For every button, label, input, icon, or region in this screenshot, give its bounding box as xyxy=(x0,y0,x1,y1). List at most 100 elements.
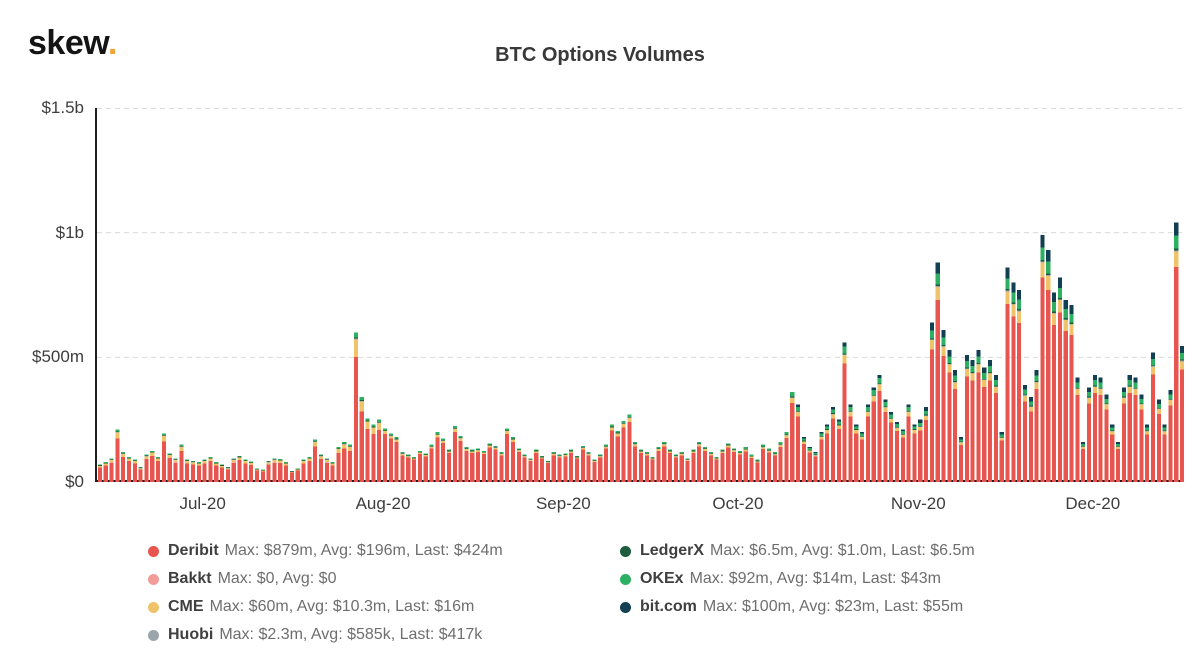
bar[interactable] xyxy=(1145,424,1150,482)
bar[interactable] xyxy=(109,458,114,482)
bar[interactable] xyxy=(685,458,690,482)
legend-item-huobi[interactable]: Huobi Max: $2.3m, Avg: $585k, Last: $417k xyxy=(148,621,620,649)
bar[interactable] xyxy=(301,459,306,482)
bar[interactable] xyxy=(225,467,230,482)
bar[interactable] xyxy=(353,332,358,482)
bar[interactable] xyxy=(697,442,702,482)
bar[interactable] xyxy=(621,420,626,482)
bar[interactable] xyxy=(924,407,929,482)
bar[interactable] xyxy=(208,457,213,482)
bar[interactable] xyxy=(598,454,603,482)
bar[interactable] xyxy=(970,359,975,482)
bar[interactable] xyxy=(574,455,580,482)
bar[interactable] xyxy=(423,453,428,482)
bar[interactable] xyxy=(179,444,184,482)
bar[interactable] xyxy=(830,407,836,482)
bar[interactable] xyxy=(836,419,841,482)
bar[interactable] xyxy=(894,422,900,482)
legend-item-bitcom[interactable]: bit.com Max: $100m, Avg: $23m, Last: $55m xyxy=(620,593,975,621)
bar[interactable] xyxy=(929,322,934,482)
bar[interactable] xyxy=(1121,387,1126,482)
bar[interactable] xyxy=(231,458,236,482)
bar[interactable] xyxy=(737,450,742,482)
bar[interactable] xyxy=(1052,292,1057,482)
bar[interactable] xyxy=(330,462,335,482)
bar[interactable] xyxy=(144,454,149,482)
bar[interactable] xyxy=(1040,235,1045,482)
bar[interactable] xyxy=(1022,384,1028,482)
bar[interactable] xyxy=(458,435,463,482)
bar[interactable] xyxy=(662,442,667,482)
bar[interactable] xyxy=(633,442,638,482)
bar[interactable] xyxy=(342,442,347,482)
bar[interactable] xyxy=(1156,399,1161,482)
bar[interactable] xyxy=(534,449,539,482)
bar[interactable] xyxy=(260,469,265,482)
bar[interactable] xyxy=(801,437,806,482)
bar[interactable] xyxy=(726,443,731,482)
bar[interactable] xyxy=(609,424,614,482)
bar[interactable] xyxy=(214,462,219,482)
bar[interactable] xyxy=(860,432,865,482)
legend-item-bakkt[interactable]: Bakkt Max: $0, Avg: $0 xyxy=(148,565,620,593)
bar[interactable] xyxy=(429,444,434,482)
bar[interactable] xyxy=(551,452,556,482)
bar[interactable] xyxy=(947,349,952,482)
bar[interactable] xyxy=(557,454,562,482)
bar[interactable] xyxy=(464,447,469,482)
bar[interactable] xyxy=(487,443,492,482)
bar[interactable] xyxy=(1168,389,1173,482)
bar[interactable] xyxy=(761,444,766,482)
bar[interactable] xyxy=(493,445,498,482)
bar[interactable] xyxy=(569,449,574,482)
bar[interactable] xyxy=(545,460,550,482)
bar[interactable] xyxy=(481,450,486,482)
bar[interactable] xyxy=(190,460,196,482)
bar[interactable] xyxy=(673,454,678,482)
bar[interactable] xyxy=(592,459,597,482)
bar[interactable] xyxy=(883,399,888,482)
bar[interactable] xyxy=(941,329,946,482)
bar[interactable] xyxy=(1127,374,1132,482)
bar[interactable] xyxy=(935,262,940,482)
bar[interactable] xyxy=(964,354,969,482)
bar[interactable] xyxy=(313,439,318,482)
bar[interactable] xyxy=(272,458,277,482)
bar[interactable] xyxy=(854,424,859,482)
bar[interactable] xyxy=(540,455,545,482)
bar[interactable] xyxy=(417,450,422,482)
bar[interactable] xyxy=(1110,424,1115,482)
bar[interactable] xyxy=(958,437,964,482)
bar[interactable] xyxy=(441,438,446,482)
bars-canvas[interactable] xyxy=(97,108,1185,482)
bar[interactable] xyxy=(720,449,725,482)
bar[interactable] xyxy=(470,449,475,482)
bar[interactable] xyxy=(772,452,777,482)
bar[interactable] xyxy=(1057,277,1062,482)
bar[interactable] xyxy=(161,433,166,482)
bar[interactable] xyxy=(1075,377,1080,482)
bar[interactable] xyxy=(1017,290,1022,482)
bar[interactable] xyxy=(1034,369,1039,482)
legend-item-deribit[interactable]: Deribit Max: $879m, Avg: $196m, Last: $42… xyxy=(148,537,620,565)
bar[interactable] xyxy=(755,459,760,482)
bar[interactable] xyxy=(865,404,870,482)
bar[interactable] xyxy=(510,437,516,482)
bar[interactable] xyxy=(121,452,126,482)
bar[interactable] xyxy=(796,404,801,482)
bar[interactable] xyxy=(243,459,248,482)
bar[interactable] xyxy=(766,448,772,482)
bar[interactable] xyxy=(435,432,440,482)
bar[interactable] xyxy=(580,445,585,482)
bar[interactable] xyxy=(348,444,353,482)
bar[interactable] xyxy=(644,452,649,482)
bar[interactable] xyxy=(906,404,911,482)
bar[interactable] xyxy=(1150,352,1156,482)
bar[interactable] xyxy=(993,374,998,482)
bar[interactable] xyxy=(604,444,609,482)
bar[interactable] xyxy=(318,454,324,482)
bar[interactable] xyxy=(656,447,661,482)
bar[interactable] xyxy=(284,462,289,482)
bar[interactable] xyxy=(749,454,754,482)
bar[interactable] xyxy=(877,374,882,482)
